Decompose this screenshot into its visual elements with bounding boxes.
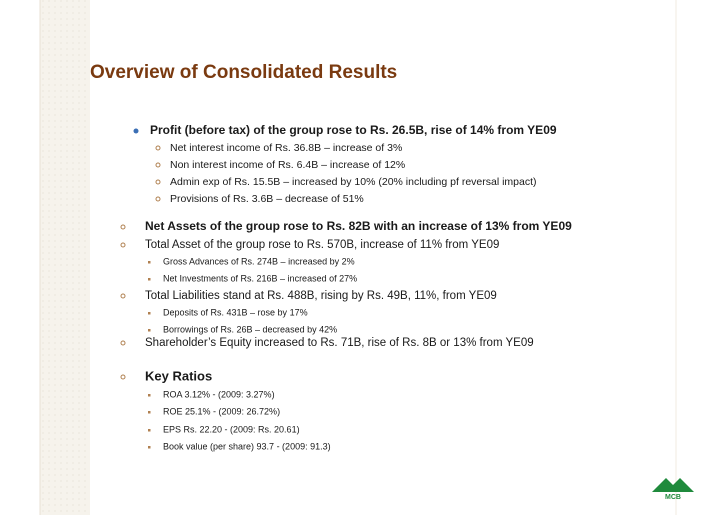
- heading: Total Asset of the group rose to Rs. 570…: [145, 239, 499, 251]
- title: Overview of Consolidated Results: [90, 62, 397, 83]
- item: Net interest income of Rs. 36.8B – incre…: [170, 142, 402, 154]
- logo: MCB: [652, 478, 694, 501]
- item: EPS Rs. 22.20 - (2009: Rs. 20.61): [163, 424, 300, 434]
- logo-text: MCB: [665, 494, 681, 501]
- item: Deposits of Rs. 431B – rose by 17%: [163, 307, 308, 317]
- item: ROE 25.1% - (2009: 26.72%): [163, 406, 280, 416]
- heading: Total Liabilities stand at Rs. 488B, ris…: [145, 290, 497, 302]
- heading: Net Assets of the group rose to Rs. 82B …: [145, 219, 572, 233]
- item: Book value (per share) 93.7 - (2009: 91.…: [163, 441, 331, 451]
- bullets: [120, 224, 126, 380]
- item: ROA 3.12% - (2009: 3.27%): [163, 389, 275, 399]
- side-pattern: [40, 0, 90, 515]
- item: Gross Advances of Rs. 274B – increased b…: [163, 256, 355, 266]
- heading: Shareholder’s Equity increased to Rs. 71…: [145, 337, 534, 349]
- item: Net Investments of Rs. 216B – increased …: [163, 273, 357, 283]
- item: Provisions of Rs. 3.6B – decrease of 51%: [170, 193, 364, 205]
- item: Borrowings of Rs. 26B – decreased by 42%: [163, 324, 337, 334]
- item: Non interest income of Rs. 6.4B – increa…: [170, 159, 405, 171]
- heading: Profit (before tax) of the group rose to…: [150, 123, 557, 137]
- sub-bullets: [155, 145, 161, 202]
- square-bullets: [148, 261, 151, 449]
- heading: Key Ratios: [145, 368, 212, 383]
- bullet: [133, 128, 139, 134]
- item: Admin exp of Rs. 15.5B – increased by 10…: [170, 176, 537, 188]
